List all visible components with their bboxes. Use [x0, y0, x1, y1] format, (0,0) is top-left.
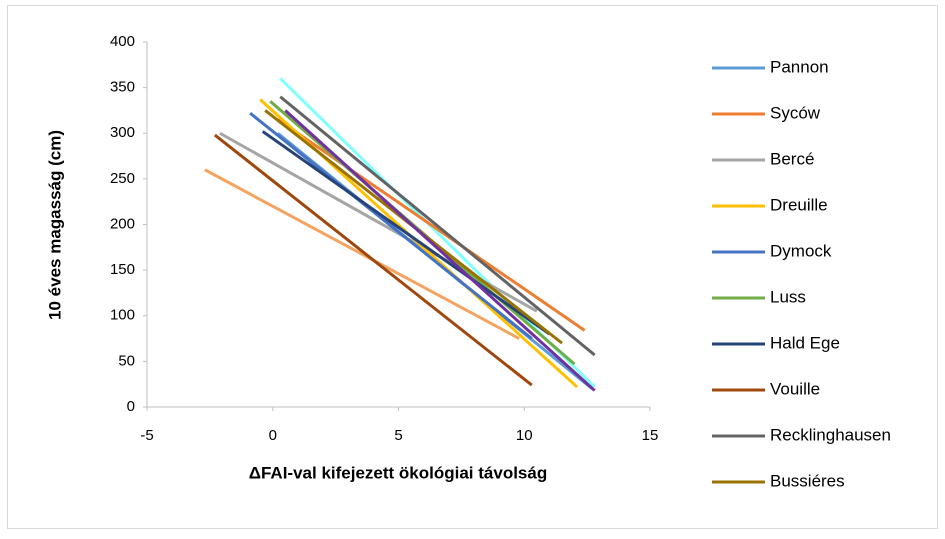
legend-label: Pannon [770, 57, 829, 76]
series-line [213, 133, 533, 387]
legend-label: Hald Ege [770, 333, 840, 352]
legend-label: Recklinghausen [770, 425, 891, 444]
x-axis-title: ΔFAI-val kifejezett ökológiai távolság [249, 463, 547, 482]
y-tick-label: 50 [118, 352, 135, 369]
legend-label: Dreuille [770, 195, 828, 214]
x-tick-label: 10 [516, 427, 533, 444]
series-line [279, 95, 596, 357]
x-tick-label: -5 [140, 427, 153, 444]
x-tick-label: 0 [269, 427, 277, 444]
series-line [276, 118, 586, 332]
y-tick-label: 300 [110, 124, 135, 141]
legend-label: Syców [770, 103, 821, 122]
series-line [261, 130, 551, 336]
y-tick-label: 400 [110, 33, 135, 50]
series-line [284, 109, 596, 392]
y-tick-label: 150 [110, 261, 135, 278]
x-tick-label: 15 [642, 427, 659, 444]
legend-label: Bercé [770, 149, 814, 168]
series-line [249, 112, 533, 340]
legend-label: Vouille [770, 379, 820, 398]
y-tick-label: 350 [110, 79, 135, 96]
x-tick-label: 5 [394, 427, 402, 444]
y-axis-title: 10 éves magasság (cm) [45, 130, 64, 320]
series-line [204, 168, 520, 340]
legend-label: Luss [770, 287, 806, 306]
y-tick-label: 100 [110, 307, 135, 324]
y-tick-label: 0 [127, 398, 135, 415]
y-tick-label: 200 [110, 215, 135, 232]
y-tick-label: 250 [110, 170, 135, 187]
legend-label: Dymock [770, 241, 832, 260]
legend-label: Bussiéres [770, 471, 845, 490]
